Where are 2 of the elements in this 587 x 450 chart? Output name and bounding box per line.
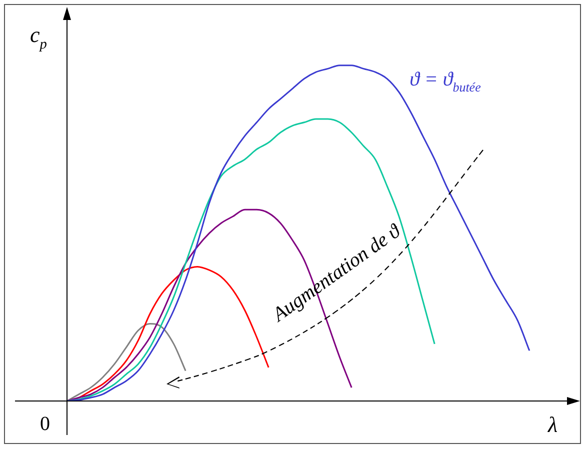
x-axis-title: λ [547,412,558,437]
text: 0 [40,413,50,435]
